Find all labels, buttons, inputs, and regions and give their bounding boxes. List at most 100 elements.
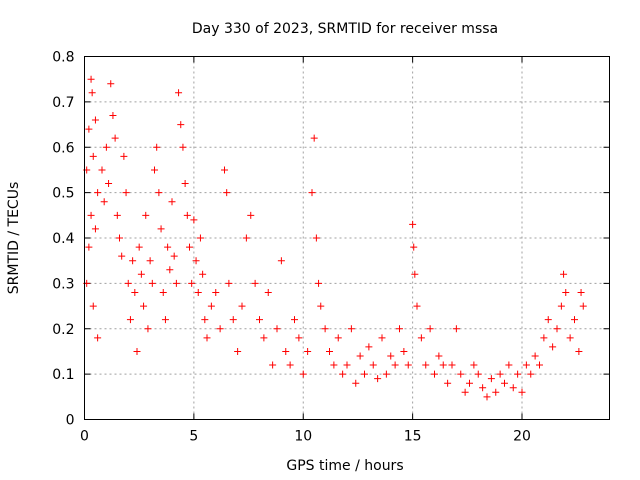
data-point <box>470 361 478 369</box>
data-point <box>321 325 329 333</box>
data-point <box>483 393 491 401</box>
data-point <box>234 347 242 355</box>
data-point <box>374 375 382 383</box>
data-point <box>356 352 364 360</box>
data-point <box>87 75 95 83</box>
data-point <box>124 279 132 287</box>
data-point <box>247 211 255 219</box>
data-point <box>560 270 568 278</box>
data-point <box>122 189 130 197</box>
data-point <box>144 325 152 333</box>
x-tick-label: 15 <box>404 429 422 445</box>
y-tick-label: 0.5 <box>52 186 74 202</box>
data-point <box>444 379 452 387</box>
plot-frame <box>84 56 610 420</box>
data-point <box>168 198 176 206</box>
data-point <box>282 347 290 355</box>
data-point <box>91 116 99 124</box>
data-point <box>330 361 338 369</box>
data-point <box>111 134 119 142</box>
data-point <box>352 379 360 387</box>
data-point <box>159 288 167 296</box>
y-axis-label: SRMTID / TECUs <box>6 182 22 295</box>
data-point <box>107 80 115 88</box>
data-point <box>562 288 570 296</box>
data-point <box>89 152 97 160</box>
data-point <box>85 125 93 133</box>
data-point <box>151 166 158 174</box>
data-point <box>479 384 487 392</box>
data-point <box>361 370 368 378</box>
x-tick-labels: 0 5 10 15 20 <box>80 429 531 445</box>
x-tick-label: 5 <box>189 429 198 445</box>
data-point <box>382 370 390 378</box>
y-tick-label: 0.6 <box>52 140 74 156</box>
data-point <box>527 370 535 378</box>
data-point <box>448 361 456 369</box>
data-point <box>291 316 298 324</box>
data-point <box>129 257 137 265</box>
data-point <box>212 288 220 296</box>
chart-title: Day 330 of 2023, SRMTID for receiver mss… <box>192 21 498 37</box>
data-point <box>225 279 233 287</box>
data-point <box>544 316 552 324</box>
data-point <box>501 379 508 387</box>
data-point <box>203 334 211 342</box>
data-point <box>177 121 185 129</box>
data-point <box>126 316 134 324</box>
data-point <box>273 325 281 333</box>
data-point <box>91 225 99 233</box>
data-point <box>505 361 513 369</box>
data-point <box>155 189 163 197</box>
data-point <box>286 361 294 369</box>
data-point <box>170 252 178 260</box>
data-point <box>116 234 123 242</box>
data-point <box>365 343 373 351</box>
data-point <box>514 370 522 378</box>
data-point <box>88 89 96 97</box>
data-point <box>487 375 495 383</box>
data-point <box>183 211 191 219</box>
data-point <box>256 316 263 324</box>
data-point <box>571 316 578 324</box>
data-point <box>339 370 347 378</box>
y-tick-label: 0.2 <box>52 322 74 338</box>
y-tick-label: 0.4 <box>52 231 74 247</box>
data-point <box>199 270 207 278</box>
data-point <box>304 347 312 355</box>
grid <box>84 56 610 420</box>
y-tick-label: 0.3 <box>52 276 74 292</box>
data-point <box>137 270 145 278</box>
data-point <box>87 211 95 219</box>
data-point <box>196 234 204 242</box>
data-point <box>172 279 180 287</box>
data-point <box>426 325 434 333</box>
data-point <box>474 370 482 378</box>
data-point <box>579 302 587 310</box>
data-point <box>496 370 504 378</box>
data-point <box>452 325 460 333</box>
data-point <box>192 257 200 265</box>
y-tick-labels: 0 0.1 0.2 0.3 0.4 0.5 0.6 0.7 0.8 <box>52 50 74 429</box>
data-point <box>277 257 285 265</box>
data-point <box>577 288 585 296</box>
data-point <box>98 166 106 174</box>
data-point <box>148 279 156 287</box>
data-point <box>378 334 386 342</box>
data-point <box>536 361 543 369</box>
data-point <box>404 361 412 369</box>
data-point <box>221 166 228 174</box>
data-point <box>310 134 318 142</box>
data-point <box>308 189 316 197</box>
data-point <box>186 243 193 251</box>
data-point <box>113 211 121 219</box>
data-point <box>229 316 237 324</box>
y-tick-label: 0.7 <box>52 95 74 111</box>
data-point <box>435 352 443 360</box>
data-point <box>157 225 165 233</box>
data-point <box>575 347 583 355</box>
data-point <box>264 288 272 296</box>
x-tick-label: 0 <box>80 429 89 445</box>
data-point <box>242 234 250 242</box>
